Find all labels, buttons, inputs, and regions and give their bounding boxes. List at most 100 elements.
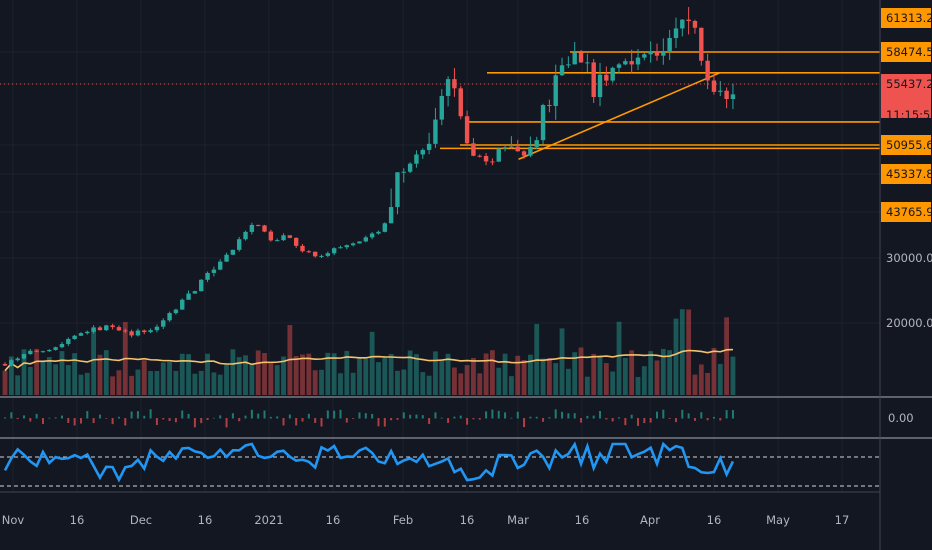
oscillator-bar xyxy=(453,416,456,419)
candlesticks xyxy=(2,7,736,367)
time-label: Feb xyxy=(393,513,413,527)
oscillator-bar xyxy=(54,417,57,419)
candle-body xyxy=(534,140,539,147)
volume-bar xyxy=(496,367,502,395)
oscillator-bar xyxy=(345,418,348,423)
oscillator-bar xyxy=(409,414,412,419)
oscillator-bar xyxy=(301,418,304,422)
candle-body xyxy=(502,147,508,149)
candle-body xyxy=(604,74,609,81)
volume-bar xyxy=(281,356,286,395)
candle-body xyxy=(154,326,160,331)
oscillator-bar xyxy=(567,413,570,419)
candle-body xyxy=(312,251,318,257)
candle-body xyxy=(616,64,622,68)
volume-bar xyxy=(186,354,191,395)
price-label: 58474.53 xyxy=(886,45,932,59)
candle-body xyxy=(53,347,58,350)
volume-bar xyxy=(584,376,590,395)
oscillator-bar xyxy=(333,410,336,419)
time-axis[interactable]: Nov 16 Dec 16 2021 16 Feb 16 Mar 16 Apr 16 May 17 xyxy=(2,513,850,527)
level-price-tag xyxy=(881,135,931,155)
volume-bar xyxy=(8,356,14,395)
oscillator-bar xyxy=(307,413,310,419)
price-label: 43765.98 xyxy=(886,205,932,219)
volume-bar xyxy=(192,373,198,395)
oscillator-bar xyxy=(41,418,44,425)
candle-body xyxy=(452,79,457,89)
candle-body xyxy=(293,237,299,246)
candle-body xyxy=(648,51,653,55)
candle-body xyxy=(192,291,198,294)
oscillator-histogram xyxy=(4,409,734,428)
oscillator-bar xyxy=(187,413,190,419)
oscillator-bar xyxy=(402,412,405,419)
oscillator-bar xyxy=(314,418,317,423)
candle-body xyxy=(249,224,255,232)
oscillator-bar xyxy=(149,409,152,419)
volume-bar xyxy=(78,374,84,395)
oscillator-bar xyxy=(693,418,696,421)
oscillator-bar xyxy=(643,418,646,424)
oscillator-bar xyxy=(630,414,633,419)
oscillator-bar xyxy=(295,418,298,426)
candle-body xyxy=(610,67,615,81)
level-price-tag xyxy=(881,202,931,222)
oscillator-bar xyxy=(649,418,652,423)
oscillator-bar xyxy=(174,418,177,423)
volume-bar xyxy=(502,353,508,395)
candle-body xyxy=(629,61,634,65)
candle-body xyxy=(718,90,723,92)
candle-body xyxy=(186,293,191,300)
current-price-tag xyxy=(881,74,931,118)
oscillator-bar xyxy=(611,418,614,422)
volume-bar xyxy=(325,352,331,395)
volume-bar xyxy=(458,373,464,395)
candle-body xyxy=(654,51,660,56)
price-axis[interactable]: 61313.27 58474.53 55437.22 50955.63 45337.86… xyxy=(881,8,932,425)
volume-bar xyxy=(711,347,717,395)
candle-body xyxy=(490,161,495,163)
oscillator-bar xyxy=(364,413,367,419)
oscillator-bar xyxy=(618,417,621,419)
oscillator-bar xyxy=(35,413,38,419)
time-label: Dec xyxy=(130,513,152,527)
oscillator-bar xyxy=(516,411,519,419)
candle-body xyxy=(363,237,369,242)
countdown-label: 11:15:51 xyxy=(886,108,932,122)
candle-body xyxy=(572,52,577,65)
candle-body xyxy=(97,327,103,331)
candle-body xyxy=(281,235,286,241)
time-label: Apr xyxy=(640,513,660,527)
oscillator-bar xyxy=(396,418,399,420)
price-label: 55437.22 xyxy=(886,77,932,91)
volume-bar xyxy=(243,355,248,395)
oscillator-bar xyxy=(22,415,25,419)
candle-body xyxy=(224,254,229,262)
volume-bar xyxy=(477,373,483,395)
oscillator-bar xyxy=(586,415,589,419)
candle-body xyxy=(464,116,470,144)
volume-bar xyxy=(471,357,476,395)
candle-body xyxy=(173,309,179,314)
oscillator-bar xyxy=(225,418,228,428)
oscillator-bar xyxy=(155,418,158,426)
volume-bar xyxy=(72,353,78,395)
volume-bar xyxy=(65,365,71,395)
volume-bar xyxy=(255,350,261,395)
oscillator-bar xyxy=(561,411,564,419)
candle-body xyxy=(9,360,14,366)
volume-bar xyxy=(319,369,324,395)
candle-body xyxy=(148,330,153,333)
volume-bar xyxy=(603,363,609,395)
oscillator-bar xyxy=(624,418,627,426)
oscillator-bar xyxy=(250,409,253,419)
candle-body xyxy=(357,241,362,244)
oscillator-bar xyxy=(459,415,462,419)
time-label: May xyxy=(766,513,790,527)
oscillator-bar xyxy=(554,409,557,419)
volume-bar xyxy=(173,370,179,395)
level-price-tag xyxy=(881,164,931,184)
